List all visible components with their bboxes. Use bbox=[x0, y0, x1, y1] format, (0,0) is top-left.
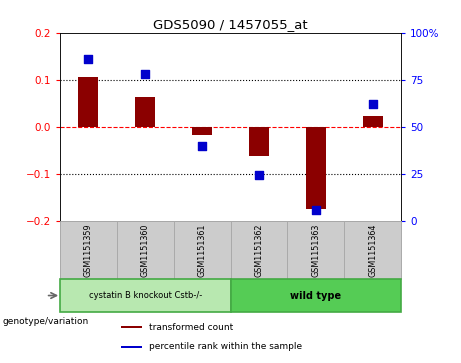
Bar bbox=[60, 221, 117, 280]
Bar bbox=[135, 97, 155, 127]
Bar bbox=[230, 221, 287, 280]
Point bbox=[142, 71, 149, 77]
Bar bbox=[78, 77, 98, 127]
Text: GSM1151360: GSM1151360 bbox=[141, 223, 150, 277]
Text: percentile rank within the sample: percentile rank within the sample bbox=[148, 342, 302, 351]
Text: GSM1151361: GSM1151361 bbox=[198, 223, 207, 277]
Bar bbox=[117, 221, 174, 280]
Bar bbox=[249, 127, 269, 156]
Point bbox=[312, 207, 319, 213]
Bar bbox=[306, 127, 326, 209]
Text: genotype/variation: genotype/variation bbox=[2, 317, 89, 326]
Bar bbox=[344, 221, 401, 280]
Point bbox=[369, 101, 376, 107]
Bar bbox=[363, 116, 383, 127]
Text: GSM1151362: GSM1151362 bbox=[254, 223, 263, 277]
Bar bbox=[230, 280, 401, 312]
Bar bbox=[174, 221, 230, 280]
Point bbox=[85, 56, 92, 61]
Bar bbox=[121, 326, 142, 329]
Text: cystatin B knockout Cstb-/-: cystatin B knockout Cstb-/- bbox=[89, 291, 202, 300]
Text: GSM1151359: GSM1151359 bbox=[84, 223, 93, 277]
Bar bbox=[60, 280, 230, 312]
Point bbox=[198, 143, 206, 149]
Text: wild type: wild type bbox=[290, 290, 341, 301]
Text: GSM1151364: GSM1151364 bbox=[368, 223, 377, 277]
Bar bbox=[192, 127, 212, 135]
Point bbox=[255, 172, 263, 178]
Text: transformed count: transformed count bbox=[148, 323, 233, 332]
Bar bbox=[287, 221, 344, 280]
Text: GSM1151363: GSM1151363 bbox=[311, 223, 320, 277]
Title: GDS5090 / 1457055_at: GDS5090 / 1457055_at bbox=[153, 19, 308, 32]
Bar bbox=[121, 346, 142, 348]
